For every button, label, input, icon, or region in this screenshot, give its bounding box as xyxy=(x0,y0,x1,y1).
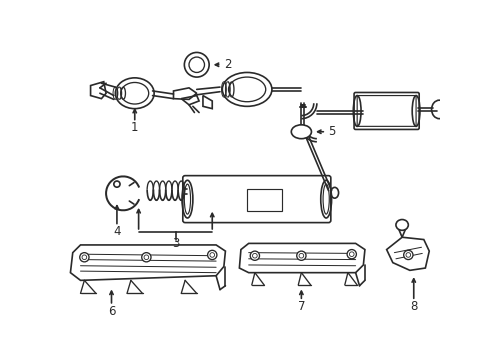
Ellipse shape xyxy=(82,255,86,260)
Ellipse shape xyxy=(395,220,407,230)
Text: 2: 2 xyxy=(224,58,231,71)
Text: 3: 3 xyxy=(172,237,179,250)
Ellipse shape xyxy=(296,251,305,260)
Ellipse shape xyxy=(114,181,120,187)
Ellipse shape xyxy=(291,125,311,139)
Text: 5: 5 xyxy=(328,125,335,138)
Ellipse shape xyxy=(144,255,148,260)
Ellipse shape xyxy=(80,253,89,262)
Ellipse shape xyxy=(207,250,217,260)
Ellipse shape xyxy=(299,253,303,258)
Ellipse shape xyxy=(252,253,257,258)
Ellipse shape xyxy=(142,253,151,262)
Bar xyxy=(246,189,282,211)
Text: 4: 4 xyxy=(113,225,121,238)
Ellipse shape xyxy=(250,251,259,260)
Text: 7: 7 xyxy=(297,300,305,313)
Ellipse shape xyxy=(209,253,214,257)
Ellipse shape xyxy=(403,250,412,260)
Ellipse shape xyxy=(349,252,353,256)
Text: 1: 1 xyxy=(131,121,138,134)
Ellipse shape xyxy=(405,253,410,257)
Text: 8: 8 xyxy=(409,300,417,313)
Ellipse shape xyxy=(346,249,356,259)
Text: 6: 6 xyxy=(107,305,115,318)
